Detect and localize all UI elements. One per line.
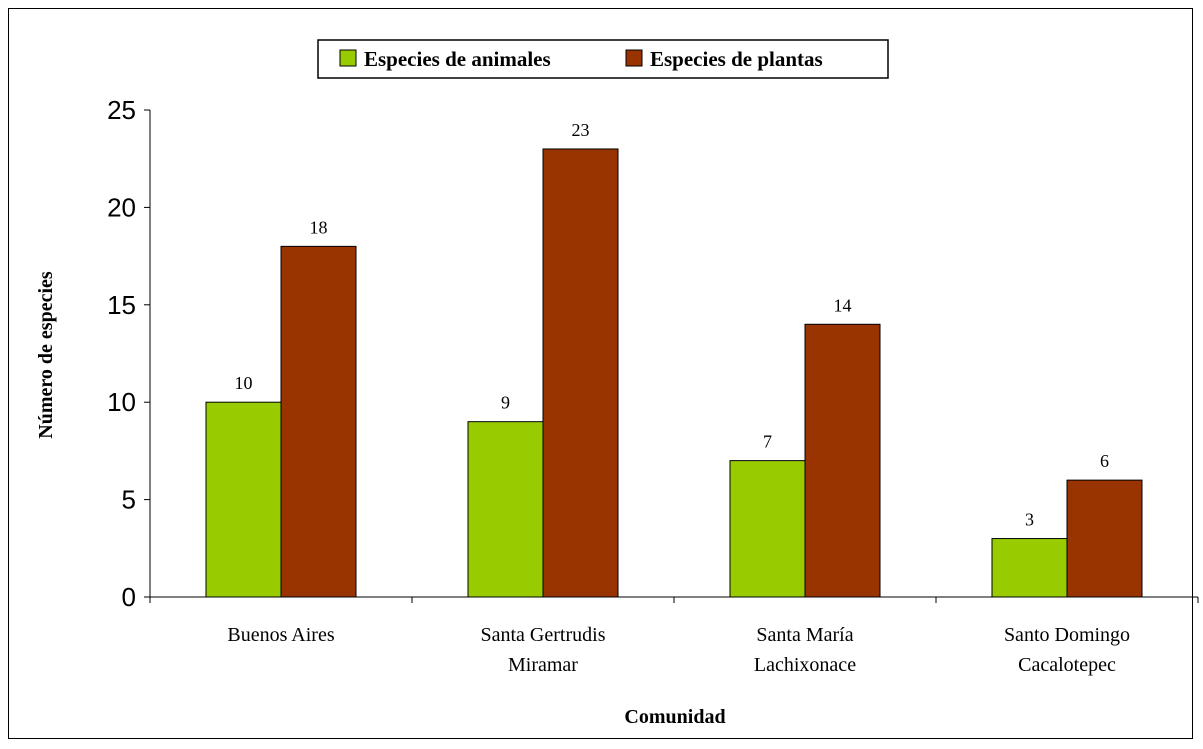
y-tick-label: 10	[107, 387, 136, 417]
data-label: 10	[235, 373, 253, 393]
x-axis-title: Comunidad	[624, 706, 725, 728]
data-label: 18	[310, 217, 328, 237]
data-label: 7	[763, 432, 772, 452]
data-label: 9	[501, 393, 510, 413]
legend-label-plantas: Especies de plantas	[650, 47, 823, 71]
bar	[804, 323, 881, 598]
legend-swatch-animales	[339, 49, 357, 67]
y-tick-label: 5	[122, 485, 136, 515]
legend-swatch-plantas	[625, 49, 643, 67]
x-tick-label: Cacalotepec	[1018, 654, 1116, 676]
data-label: 23	[572, 120, 590, 140]
legend-label-animales: Especies de animales	[364, 47, 551, 71]
y-tick-label: 15	[107, 290, 136, 320]
y-tick-label: 0	[122, 582, 136, 612]
bar	[280, 245, 357, 598]
legend: Especies de animales Especies de plantas	[317, 39, 889, 79]
bar	[729, 460, 806, 598]
x-tick-label: Lachixonace	[754, 654, 856, 676]
y-tick-label: 25	[107, 95, 136, 125]
data-label: 3	[1025, 510, 1034, 530]
bar	[991, 538, 1068, 598]
data-label: 6	[1100, 451, 1109, 471]
data-label: 14	[834, 295, 852, 315]
legend-box	[317, 39, 889, 79]
x-tick-label: Santa María	[756, 624, 853, 646]
x-tick-label: Santo Domingo	[1004, 624, 1130, 646]
bar	[1066, 479, 1143, 598]
x-tick-label: Santa Gertrudis	[481, 624, 606, 646]
y-tick-label: 20	[107, 192, 136, 222]
x-tick-label: Buenos Aires	[227, 624, 334, 646]
y-axis-title: Número de especies	[35, 271, 57, 439]
bars	[205, 148, 1143, 598]
bar	[467, 421, 544, 598]
bar	[205, 401, 282, 598]
bar	[542, 148, 619, 598]
x-tick-label: Miramar	[508, 654, 578, 676]
labels: 0 5 10 15 20 25 10 18 Buenos Aires 9 23 Santa Gertr…	[107, 95, 1130, 676]
